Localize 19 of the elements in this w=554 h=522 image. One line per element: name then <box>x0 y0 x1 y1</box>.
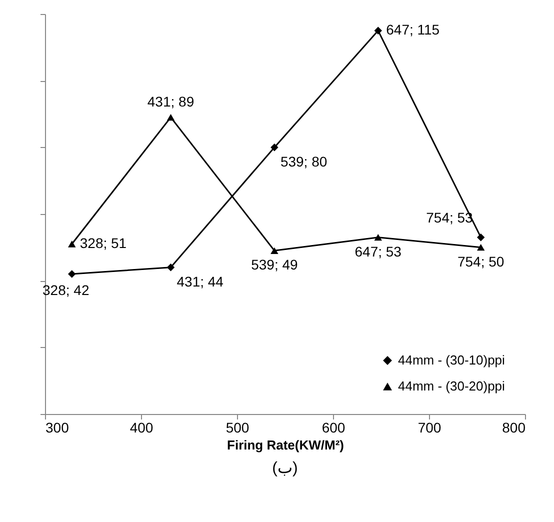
x-tick-label: 800 <box>502 420 526 436</box>
data-label: 647; 115 <box>386 22 440 38</box>
legend-label: 44mm - (30-20)ppi <box>398 378 506 394</box>
x-tick-label: 700 <box>418 420 442 436</box>
data-label: 431; 89 <box>147 93 194 110</box>
x-tick-label: 400 <box>130 420 154 436</box>
data-label: 328; 51 <box>80 235 127 251</box>
x-tick-label: 600 <box>322 420 346 436</box>
x-tick-label: 300 <box>46 420 70 436</box>
text: (ب) <box>272 460 298 477</box>
data-label: 539; 80 <box>280 153 328 170</box>
x-axis-title: Firing Rate(KW/M²) <box>227 438 344 452</box>
data-label: 539; 49 <box>251 256 298 273</box>
data-label: 754; 50 <box>457 253 504 270</box>
data-label: 647; 53 <box>354 243 402 260</box>
data-label: 431; 44 <box>176 273 224 290</box>
x-tick-label: 500 <box>226 420 250 436</box>
legend-label: 44mm - (30-10)ppi <box>398 352 506 368</box>
data-label: 328; 42 <box>42 282 90 298</box>
